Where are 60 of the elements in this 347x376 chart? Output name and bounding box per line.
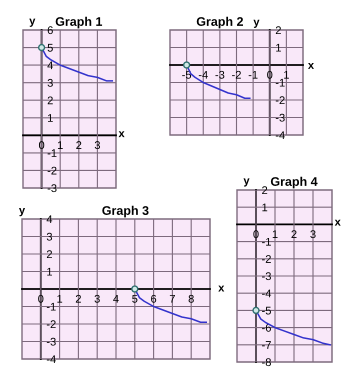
y-tick-label: -3 [46, 338, 56, 346]
y-tick-label: -2 [262, 255, 271, 263]
y-tick-label: -4 [276, 131, 285, 140]
y-tick-label: 1 [48, 114, 53, 122]
y-tick-label: -1 [48, 149, 56, 157]
x-tick-label: -4 [198, 70, 208, 79]
x-axis-title: x [118, 131, 125, 138]
y-tick-label: 4 [46, 215, 52, 224]
y-tick-label: -2 [276, 96, 285, 104]
x-tick-label: 2 [76, 141, 82, 149]
chart-title: Graph 4 [270, 176, 318, 188]
y-axis-title: y [29, 18, 36, 27]
y-tick-label: 2 [46, 250, 52, 258]
y-tick-label: 1 [47, 268, 52, 276]
y-tick-label: 2 [48, 96, 53, 104]
y-tick-label: 2 [276, 26, 281, 34]
y-tick-label: 4 [47, 61, 54, 70]
x-tick-label: 2 [76, 294, 81, 303]
y-tick-label: -5 [262, 306, 271, 315]
y-tick-label: -4 [46, 355, 56, 364]
y-tick-label: -1 [276, 78, 285, 87]
y-tick-label: -3 [276, 114, 285, 122]
x-axis-title: x [218, 286, 224, 292]
x-tick-label: -3 [215, 70, 224, 79]
y-tick-label: 1 [262, 204, 268, 212]
x-tick-label: 3 [94, 294, 100, 303]
y-tick-label: -3 [262, 272, 271, 280]
y-tick-label: 3 [48, 78, 53, 87]
x-tick-label: 5 [132, 294, 138, 303]
y-tick-label: -2 [48, 166, 56, 174]
x-tick-label: 6 [151, 294, 156, 303]
x-axis-title: x [308, 62, 314, 69]
x-tick-label: 3 [94, 141, 100, 150]
y-tick-label: 2 [262, 186, 268, 194]
y-axis-title: y [243, 178, 250, 187]
x-tick-label: 2 [291, 230, 297, 238]
x-axis-title: x [334, 220, 341, 226]
x-tick-label: 3 [310, 230, 316, 238]
y-tick-label: 1 [276, 44, 281, 52]
y-axis-title: y [18, 208, 26, 216]
y-tick-label: -4 [262, 290, 272, 298]
y-axis-title: y [253, 20, 260, 28]
y-tick-label: -8 [262, 358, 271, 366]
y-tick-label: -1 [262, 238, 271, 246]
x-tick-label: 1 [58, 141, 63, 149]
x-tick-label: -2 [232, 70, 241, 79]
y-tick-label: 6 [48, 26, 53, 34]
x-tick-label: 1 [57, 294, 62, 303]
y-tick-label: 5 [48, 44, 53, 52]
y-tick-label: -7 [262, 341, 271, 349]
x-tick-label: -1 [248, 70, 258, 79]
chart-title: Graph 3 [102, 206, 149, 218]
y-tick-label: -2 [46, 320, 56, 328]
chart-title: Graph 2 [196, 16, 243, 28]
x-tick-label: 8 [188, 294, 194, 303]
x-tick-label: 7 [170, 294, 175, 303]
y-tick-label: -1 [46, 302, 56, 311]
chart-title: Graph 1 [56, 16, 102, 28]
x-tick-label: 4 [113, 294, 119, 303]
y-tick-label: -3 [48, 184, 57, 192]
